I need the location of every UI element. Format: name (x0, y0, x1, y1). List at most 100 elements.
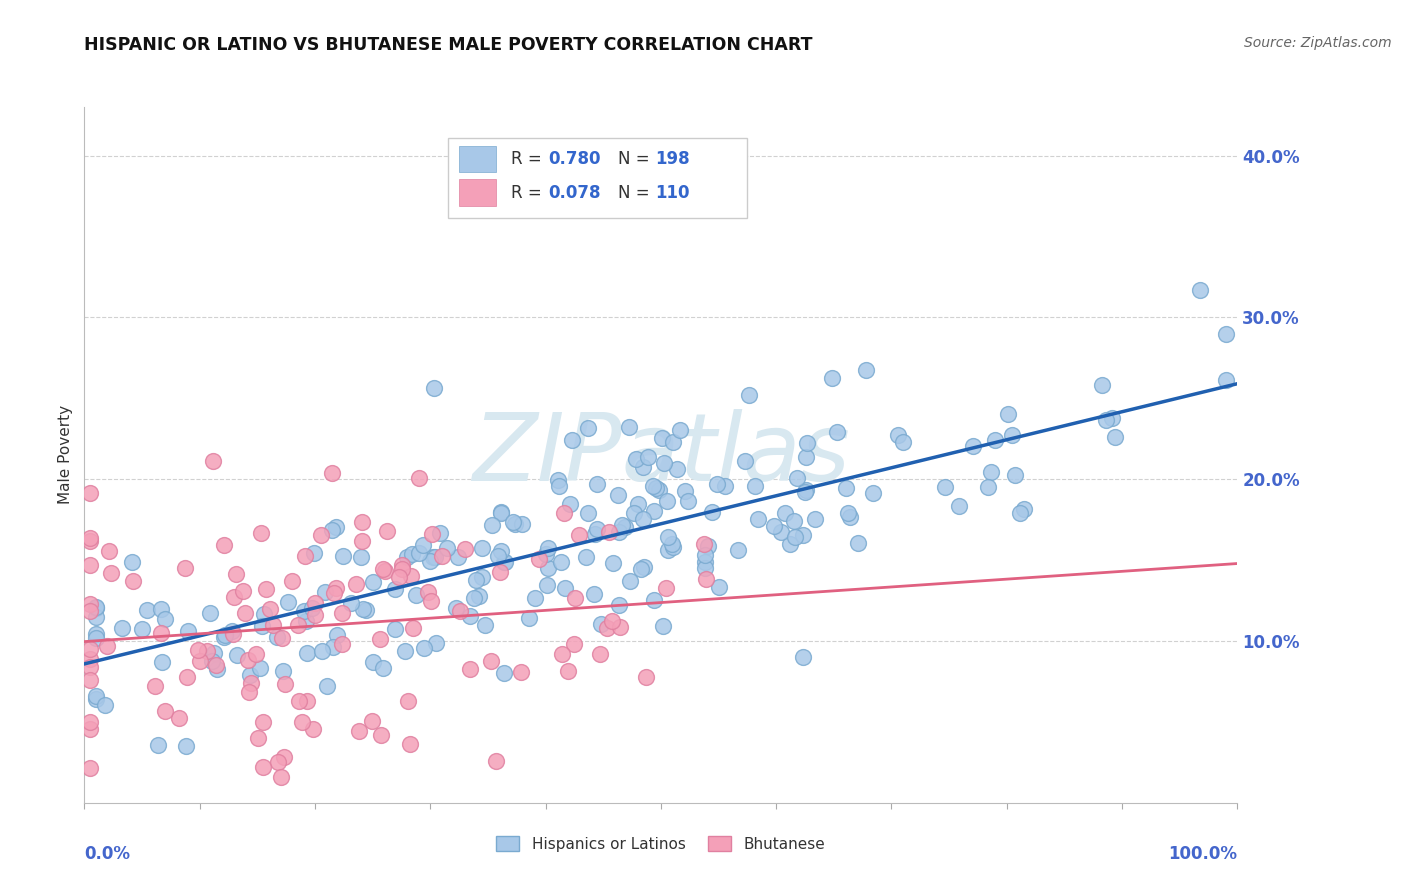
Point (576, 421, 599, 435)
Point (553, 507, 575, 521)
Point (314, 585, 336, 599)
Point (662, 435, 685, 450)
Point (835, 481, 858, 495)
Point (489, 506, 512, 520)
Point (153, 612, 176, 626)
Point (311, 644, 333, 658)
Point (270, 771, 292, 785)
Point (212, 538, 235, 552)
Point (489, 565, 512, 579)
Point (274, 677, 297, 691)
Point (661, 540, 683, 554)
Point (643, 504, 665, 518)
Point (352, 601, 374, 615)
Point (79, 486, 101, 500)
Point (1095, 413, 1118, 427)
Point (510, 665, 533, 680)
Point (384, 622, 406, 636)
Point (792, 527, 814, 541)
Point (633, 559, 655, 574)
Point (287, 694, 309, 708)
Point (1001, 428, 1024, 442)
Point (273, 750, 295, 764)
Point (262, 617, 284, 632)
Legend: Hispanics or Latinos, Bhutanese: Hispanics or Latinos, Bhutanese (491, 830, 831, 858)
Point (79, 722, 101, 736)
Point (676, 493, 699, 508)
Point (665, 461, 688, 475)
Point (398, 737, 420, 751)
Point (79, 652, 101, 666)
Point (474, 618, 496, 632)
Point (352, 533, 374, 548)
Point (79, 534, 101, 549)
Point (648, 483, 671, 497)
Point (673, 483, 696, 498)
Point (361, 575, 384, 590)
Point (668, 423, 690, 437)
Point (201, 654, 224, 668)
Point (388, 570, 411, 584)
Point (536, 547, 558, 561)
Point (281, 574, 304, 589)
Point (449, 604, 471, 618)
Point (643, 593, 665, 607)
Point (97, 543, 120, 558)
Point (775, 506, 797, 520)
Point (586, 477, 609, 491)
Point (891, 435, 914, 450)
Point (614, 520, 637, 534)
Point (738, 388, 761, 402)
Point (304, 608, 326, 623)
Point (330, 637, 353, 651)
Point (770, 524, 793, 539)
Point (271, 664, 294, 678)
Point (330, 606, 353, 620)
Point (149, 601, 172, 615)
Point (479, 654, 502, 668)
Point (267, 755, 290, 769)
Point (485, 755, 508, 769)
Point (458, 662, 481, 676)
Point (727, 543, 749, 558)
Point (651, 431, 673, 445)
Point (423, 549, 446, 564)
Point (190, 654, 212, 668)
Point (295, 614, 318, 628)
Point (371, 562, 394, 576)
Point (783, 514, 806, 528)
Point (315, 679, 337, 693)
Point (292, 604, 315, 618)
Point (471, 570, 494, 584)
Y-axis label: Male Poverty: Male Poverty (58, 405, 73, 505)
Point (862, 485, 884, 500)
Point (309, 528, 332, 542)
Point (641, 479, 664, 493)
Point (980, 465, 1002, 479)
Point (79, 531, 101, 545)
Point (252, 714, 274, 729)
Point (607, 524, 630, 539)
Point (173, 561, 195, 575)
FancyBboxPatch shape (460, 179, 496, 206)
Point (350, 549, 373, 564)
Point (84, 599, 107, 614)
Point (695, 572, 717, 586)
Point (214, 628, 236, 642)
Point (259, 601, 281, 615)
Point (236, 653, 259, 667)
Point (1104, 430, 1126, 444)
Point (948, 500, 970, 514)
Point (150, 626, 173, 640)
Text: ZIPatlas: ZIPatlas (472, 409, 849, 500)
Point (79, 760, 101, 774)
Point (458, 609, 481, 624)
Point (368, 632, 391, 647)
Text: R =: R = (510, 150, 547, 169)
Point (395, 549, 418, 564)
Point (492, 555, 515, 569)
Point (325, 520, 347, 534)
Point (585, 522, 607, 536)
Point (301, 600, 323, 615)
Point (249, 661, 271, 675)
